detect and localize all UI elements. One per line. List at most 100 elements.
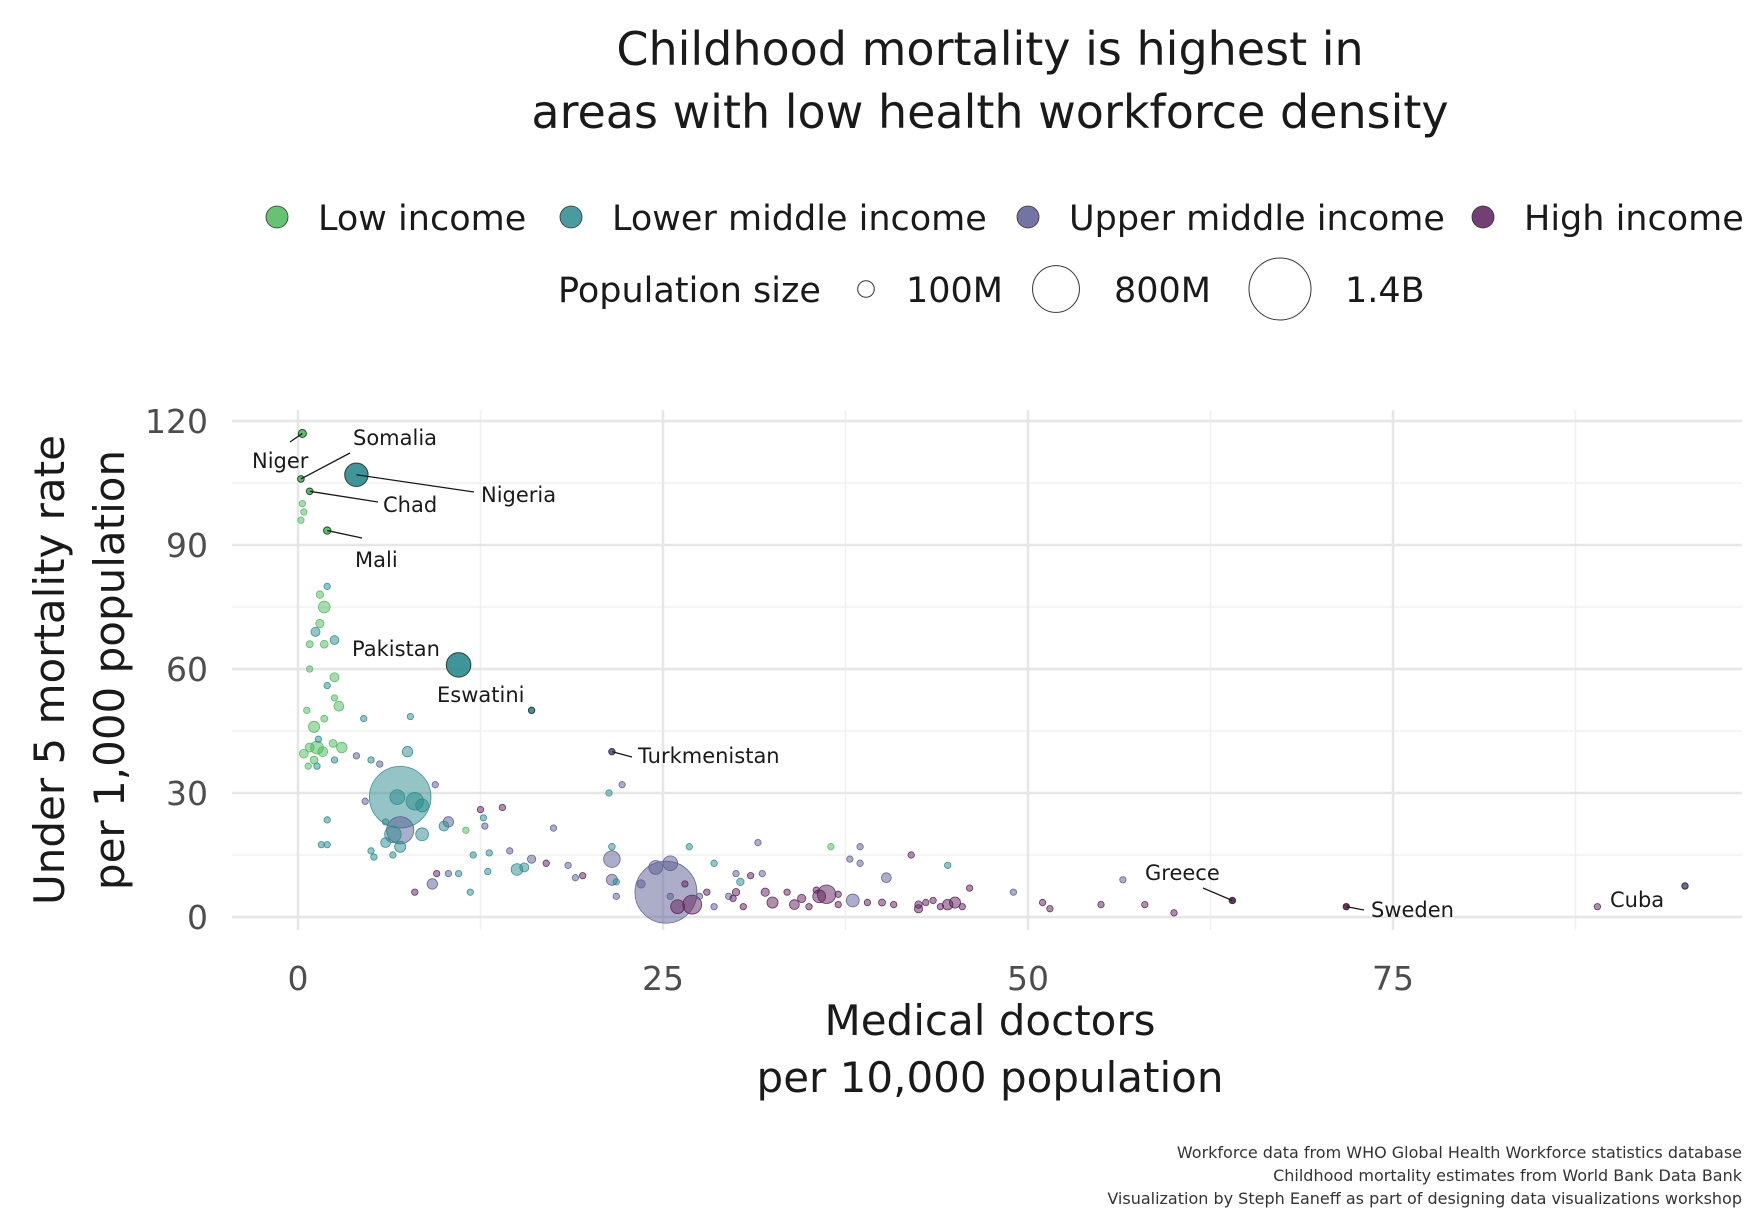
data-point	[415, 798, 429, 813]
data-point	[318, 600, 331, 614]
data-point	[1046, 905, 1054, 913]
data-point	[484, 867, 492, 876]
data-point	[319, 639, 329, 649]
data-point	[313, 762, 321, 770]
data-point	[731, 888, 741, 897]
legend-swatch-low-income	[265, 205, 289, 229]
label-eswatini: Eswatini	[437, 683, 524, 707]
label-greece: Greece	[1145, 861, 1220, 885]
data-point	[323, 816, 331, 824]
point-greece	[1228, 896, 1237, 905]
data-point	[789, 899, 800, 910]
legend-label-lower-middle-income: Lower middle income	[612, 199, 987, 239]
legend-size-circle-100m	[857, 280, 875, 298]
data-point	[878, 898, 886, 907]
data-point	[812, 886, 820, 894]
data-point	[323, 841, 331, 849]
legend-swatch-lower-middle-income	[559, 205, 583, 229]
data-point	[317, 746, 329, 757]
data-point	[360, 715, 368, 723]
point-labels: Niger Somalia Nigeria Chad Mali Pakistan Eswat…	[252, 426, 1664, 922]
data-point	[317, 841, 325, 849]
data-point	[881, 872, 892, 884]
legend-label-upper-middle-income: Upper middle income	[1069, 199, 1445, 239]
data-point	[666, 892, 674, 900]
legend-income-groups: Low income Lower middle income Upper middl…	[265, 199, 1744, 239]
y-tick-label: 0	[187, 898, 208, 937]
data-point	[1141, 901, 1149, 909]
chart-title-line-2: areas with low health workforce density	[531, 85, 1448, 139]
data-point	[462, 826, 470, 834]
data-point	[336, 741, 348, 754]
legend-label-low-income: Low income	[318, 199, 526, 239]
label-niger: Niger	[252, 449, 309, 473]
data-point	[411, 888, 419, 896]
data-point	[323, 582, 331, 590]
data-point	[1119, 876, 1127, 884]
data-point	[381, 818, 390, 826]
legend-size-label-100m: 100M	[906, 271, 1003, 311]
data-point	[304, 742, 315, 753]
data-point	[1039, 898, 1047, 907]
data-point	[299, 748, 309, 759]
data-point	[805, 903, 813, 911]
leader-line-greece	[1202, 887, 1233, 902]
data-point	[648, 860, 664, 875]
legend-item-lower-middle-income: Lower middle income	[559, 199, 987, 239]
caption-line-3: Visualization by Steph Eaneff as part of…	[1107, 1189, 1742, 1208]
data-point	[571, 874, 580, 882]
data-points	[297, 428, 1689, 924]
label-group-pakistan: Pakistan	[352, 637, 440, 661]
data-point	[670, 899, 685, 914]
data-point	[444, 870, 452, 878]
legend-size-circle-1-4b	[1248, 257, 1312, 321]
data-point	[330, 756, 339, 764]
data-point	[608, 843, 616, 851]
data-point	[739, 903, 747, 911]
data-point	[965, 884, 974, 892]
legend-size-label-800m: 800M	[1114, 271, 1211, 311]
data-point	[389, 851, 397, 859]
y-tick-label: 90	[166, 526, 208, 565]
label-group-greece: Greece	[1145, 861, 1233, 902]
data-point	[454, 870, 463, 878]
data-point	[603, 850, 621, 868]
data-point	[298, 500, 306, 508]
data-point	[760, 887, 770, 897]
caption-line-2: Childhood mortality estimates from World…	[1273, 1166, 1743, 1185]
data-point	[433, 870, 441, 878]
data-point	[315, 590, 325, 599]
y-axis-title-line-1: Under 5 mortality rate	[25, 435, 74, 905]
data-point	[636, 879, 646, 889]
chart-title-line-1: Childhood mortality is highest in	[616, 22, 1363, 76]
data-point	[406, 712, 415, 721]
data-point	[958, 903, 966, 911]
label-group-turkmenistan: Turkmenistan	[611, 744, 780, 768]
data-point	[426, 878, 438, 890]
data-point	[710, 903, 718, 911]
data-point	[907, 851, 915, 859]
data-point	[758, 870, 766, 878]
data-point	[736, 877, 745, 886]
data-point	[662, 855, 679, 872]
data-point	[942, 898, 954, 911]
legend-size-title: Population size	[558, 271, 821, 311]
data-point	[914, 900, 923, 909]
data-point	[485, 849, 493, 857]
x-axis-title-line-2: per 10,000 population	[757, 1053, 1224, 1102]
data-point	[389, 789, 406, 805]
leader-line-sweden	[1346, 906, 1365, 911]
caption-line-1: Workforce data from WHO Global Health Wo…	[1177, 1143, 1742, 1162]
label-group-cuba: Cuba	[1610, 888, 1664, 912]
y-tick-label: 60	[166, 650, 208, 689]
data-point	[936, 903, 945, 911]
data-point	[944, 861, 952, 869]
data-point	[695, 892, 704, 900]
data-point	[845, 893, 860, 908]
data-point	[890, 901, 898, 909]
data-point	[303, 706, 311, 714]
label-mali: Mali	[355, 548, 398, 572]
axis-titles: Medical doctors per 10,000 population Un…	[25, 435, 1223, 1102]
leader-line-turkmenistan	[611, 751, 633, 758]
